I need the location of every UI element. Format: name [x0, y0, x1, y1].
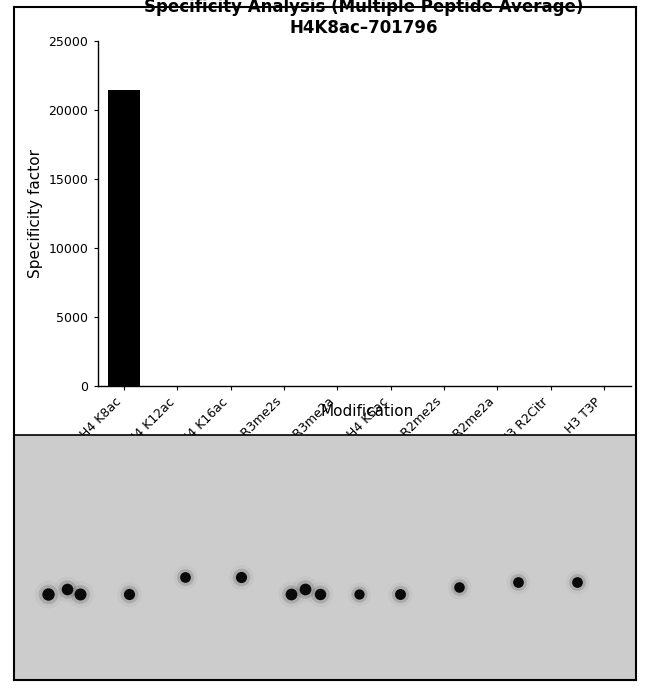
Point	[300, 584, 310, 595]
Point	[454, 581, 464, 592]
Point	[285, 589, 296, 600]
Point	[571, 576, 582, 587]
Point	[395, 589, 405, 600]
Point	[236, 571, 246, 582]
Point	[236, 571, 246, 582]
Point	[62, 584, 72, 595]
Point	[454, 581, 464, 592]
Point	[62, 584, 72, 595]
Point	[74, 589, 85, 600]
Point	[315, 589, 325, 600]
Point	[124, 589, 135, 600]
Point	[512, 576, 523, 587]
Point	[44, 589, 54, 600]
Point	[285, 589, 296, 600]
Point	[44, 589, 54, 600]
Point	[62, 584, 72, 595]
Point	[315, 589, 325, 600]
Point	[74, 589, 85, 600]
Text: Modification: Modification	[320, 404, 414, 419]
Point	[124, 589, 135, 600]
Point	[395, 589, 405, 600]
Point	[180, 571, 190, 582]
Point	[315, 589, 325, 600]
Point	[300, 584, 310, 595]
Point	[285, 589, 296, 600]
Point	[124, 589, 135, 600]
Point	[74, 589, 85, 600]
Point	[236, 571, 246, 582]
Point	[395, 589, 405, 600]
Point	[354, 589, 365, 600]
Point	[354, 589, 365, 600]
Point	[44, 589, 54, 600]
Point	[512, 576, 523, 587]
Point	[571, 576, 582, 587]
Point	[571, 576, 582, 587]
Point	[180, 571, 190, 582]
Point	[454, 581, 464, 592]
Bar	[108, 90, 140, 386]
Point	[512, 576, 523, 587]
Title: Specificity Analysis (Multiple Peptide Average)
H4K8ac–701796: Specificity Analysis (Multiple Peptide A…	[144, 0, 584, 37]
Point	[354, 589, 365, 600]
Point	[180, 571, 190, 582]
Y-axis label: Specificity factor: Specificity factor	[28, 150, 43, 278]
Point	[300, 584, 310, 595]
